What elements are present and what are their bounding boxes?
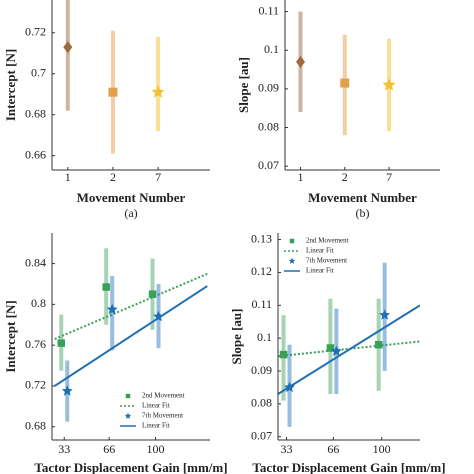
y-axis-label: Slope [au] — [229, 309, 244, 365]
y-tick-label: 0.68 — [25, 106, 46, 120]
plot-area — [63, 0, 165, 154]
legend-label: 2nd Movement — [306, 237, 349, 245]
fit-line — [54, 272, 208, 340]
y-tick-label: 0.08 — [258, 119, 279, 133]
y-tick-label: 0.11 — [251, 297, 272, 311]
x-tick-label: 2 — [342, 170, 348, 184]
marker — [63, 41, 73, 54]
y-axis-label: Slope [au] — [236, 57, 251, 113]
y-tick-label: 0.09 — [258, 81, 279, 95]
marker — [108, 87, 118, 97]
marker — [148, 290, 157, 298]
y-tick-label: 0.72 — [25, 25, 46, 39]
panel: 0.07 0.08 0.09 0.1 0.11 Slope [au] Movement Nu… — [236, 0, 440, 220]
x-tick-label: 7 — [155, 170, 161, 184]
y-tick-label: 0.07 — [251, 428, 272, 442]
legend-label: Linear Fit — [142, 402, 170, 410]
marker — [102, 283, 110, 291]
marker — [326, 344, 335, 352]
y-tick-label: 0.68 — [25, 418, 46, 432]
x-axis-label: Movement Number — [308, 190, 417, 205]
marker — [382, 78, 396, 91]
marker — [288, 257, 296, 264]
y-tick-label: 0.1 — [257, 330, 272, 344]
marker — [124, 412, 132, 419]
y-tick-label: 0.7 — [31, 65, 46, 79]
legend-label: 2nd Movement — [142, 392, 185, 400]
panel: 0.66 0.68 0.7 0.72 Intercept [N] Movement Num… — [3, 0, 210, 220]
x-axis-label: Movement Number — [77, 190, 186, 205]
x-tick-label: 66 — [327, 442, 339, 456]
y-axis-label: Intercept [N] — [3, 49, 18, 121]
y-tick-label: 0.11 — [258, 3, 279, 17]
marker — [279, 350, 288, 359]
y-tick-label: 0.76 — [25, 337, 46, 351]
legend-label: Linear Fit — [142, 422, 170, 430]
marker — [106, 303, 118, 315]
marker — [125, 393, 131, 399]
y-axis-label: Intercept [N] — [3, 300, 18, 372]
y-tick-label: 0.66 — [25, 147, 46, 161]
x-tick-label: 66 — [103, 442, 115, 456]
marker — [61, 385, 73, 396]
legend-label: Linear Fit — [306, 247, 334, 255]
legend-label: 7th Movement — [306, 257, 347, 265]
panel: 0.68 0.72 0.76 0.8 0.84 Intercept [N] Tactor D… — [3, 233, 228, 474]
marker — [379, 309, 391, 320]
legend-label: Linear Fit — [306, 267, 334, 275]
y-tick-label: 0.12 — [251, 264, 272, 278]
marker — [57, 339, 66, 347]
marker — [153, 310, 164, 322]
plot-area — [54, 248, 208, 422]
y-tick-label: 0.07 — [258, 158, 279, 172]
plot-area — [278, 262, 420, 427]
fit-line — [278, 304, 420, 395]
marker — [151, 85, 165, 98]
marker — [296, 55, 305, 68]
caption: (a) — [124, 206, 137, 220]
panel: 0.07 0.08 0.09 0.1 0.11 0.12 0.13 Slope [au] Tac… — [229, 231, 446, 474]
marker — [330, 345, 342, 356]
x-tick-label: 100 — [373, 442, 391, 456]
y-tick-label: 0.08 — [251, 396, 272, 410]
x-tick-label: 33 — [281, 442, 293, 456]
marker — [374, 340, 383, 349]
fit-line — [54, 285, 208, 387]
y-tick-label: 0.72 — [25, 378, 46, 392]
y-tick-label: 0.84 — [25, 255, 46, 269]
x-axis-label: Tactor Displacement Gain [mm/m] — [34, 460, 227, 474]
y-tick-label: 0.8 — [31, 296, 46, 310]
legend-label: 7th Movement — [142, 412, 183, 420]
marker — [340, 78, 350, 88]
plot-area — [296, 11, 396, 136]
x-axis-label: Tactor Displacement Gain [mm/m] — [252, 460, 445, 474]
y-tick-label: 0.1 — [264, 42, 279, 56]
y-tick-label: 0.09 — [251, 363, 272, 377]
x-tick-label: 1 — [65, 170, 71, 184]
x-tick-label: 100 — [147, 442, 165, 456]
y-tick-label: 0.13 — [251, 231, 272, 245]
x-tick-label: 1 — [298, 170, 304, 184]
x-tick-label: 7 — [386, 170, 392, 184]
x-tick-label: 2 — [110, 170, 116, 184]
caption: (b) — [356, 206, 370, 220]
marker — [289, 238, 295, 244]
x-tick-label: 33 — [58, 442, 70, 456]
